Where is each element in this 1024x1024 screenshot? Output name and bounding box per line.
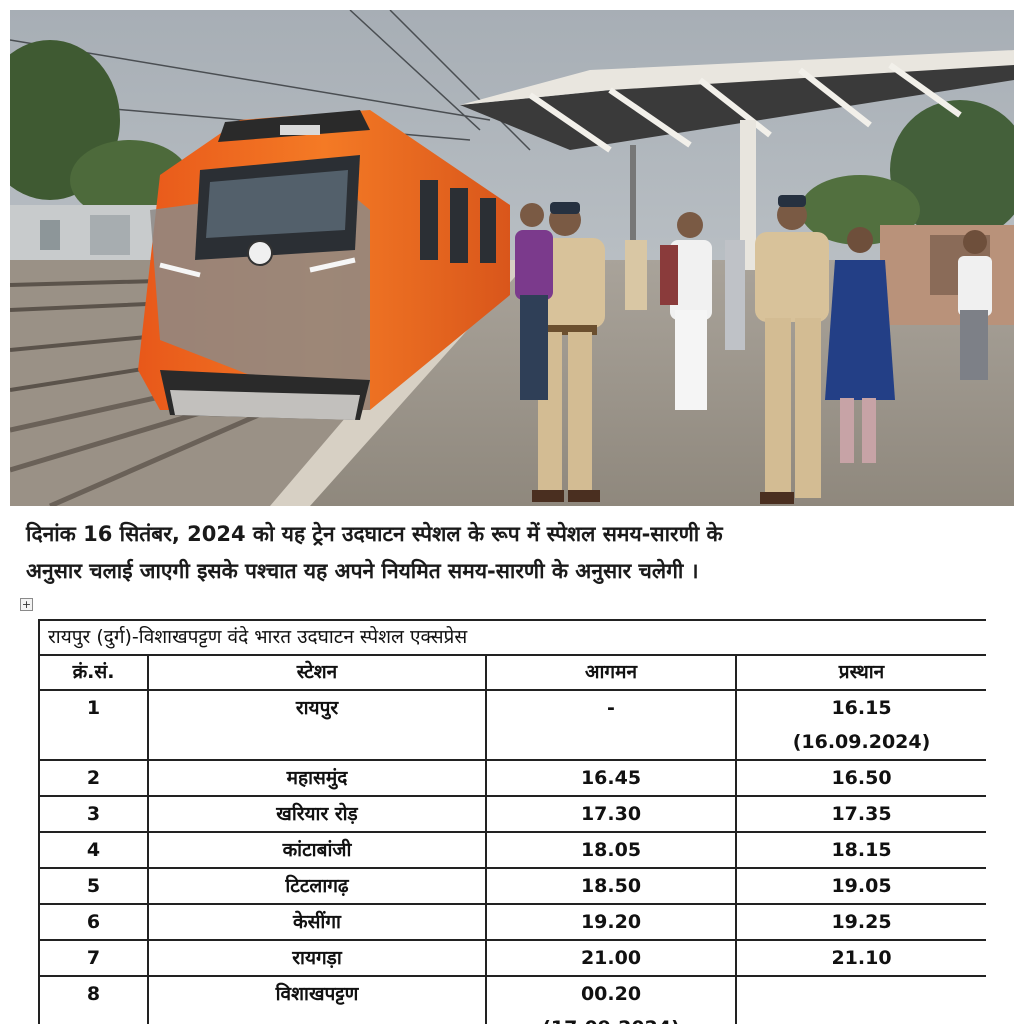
cell-departure: 16.15 (16.09.2024): [734, 689, 986, 761]
table-row: 4 कांटाबांजी 18.05 18.15: [38, 831, 986, 869]
table-row: 3 खरियार रोड़ 17.30 17.35: [38, 795, 986, 833]
cell-sno: 1: [38, 689, 149, 761]
arrival-time: 00.20: [580, 983, 642, 1005]
notice-line-2: अनुसार चलाई जाएगी इसके पश्चात यह अपने नि…: [26, 559, 699, 583]
cell-station: रायगड़ा: [147, 939, 487, 977]
cell-sno: 3: [38, 795, 149, 833]
arrival-time: -: [607, 697, 615, 719]
cell-sno: 6: [38, 903, 149, 941]
train-photo-illustration: [10, 10, 1014, 506]
cell-sno: 5: [38, 867, 149, 905]
cell-arrival: 18.50: [485, 867, 737, 905]
train-photo: [10, 10, 1014, 506]
cell-station: विशाखपट्टण: [147, 975, 487, 1024]
table-row: 7 रायगड़ा 21.00 21.10: [38, 939, 986, 977]
cell-arrival: 16.45: [485, 759, 737, 797]
table-move-handle-icon[interactable]: +: [20, 598, 33, 611]
table-row: 6 केसींगा 19.20 19.25: [38, 903, 986, 941]
cell-departure: 18.15: [734, 831, 986, 869]
table-row: 5 टिटलागढ़ 18.50 19.05: [38, 867, 986, 905]
cell-departure: 21.10: [734, 939, 986, 977]
cell-station: टिटलागढ़: [147, 867, 487, 905]
cell-departure: 17.35: [734, 795, 986, 833]
header-departure: प्रस्थान: [734, 654, 986, 691]
cell-station: महासमुंद: [147, 759, 487, 797]
cell-arrival: 19.20: [485, 903, 737, 941]
table-header-row: क्रं.सं. स्टेशन आगमन प्रस्थान: [38, 654, 986, 691]
header-station: स्टेशन: [147, 654, 487, 691]
cell-sno: 2: [38, 759, 149, 797]
timetable-title: रायपुर (दुर्ग)-विशाखपट्टण वंदे भारत उदघा…: [38, 619, 986, 656]
cell-departure: 19.05: [734, 867, 986, 905]
cell-sno: 8: [38, 975, 149, 1024]
cell-station: केसींगा: [147, 903, 487, 941]
cell-departure: [734, 975, 986, 1024]
cell-arrival: 17.30: [485, 795, 737, 833]
notice-text: दिनांक 16 सितंबर, 2024 को यह ट्रेन उदघाट…: [26, 516, 1006, 590]
notice-line-1: दिनांक 16 सितंबर, 2024 को यह ट्रेन उदघाट…: [26, 522, 723, 546]
cell-sno: 4: [38, 831, 149, 869]
timetable-table: रायपुर (दुर्ग)-विशाखपट्टण वंदे भारत उदघा…: [38, 619, 986, 1024]
table-row: 2 महासमुंद 16.45 16.50: [38, 759, 986, 797]
timetable: रायपुर (दुर्ग)-विशाखपट्टण वंदे भारत उदघा…: [38, 619, 986, 1024]
cell-sno: 7: [38, 939, 149, 977]
cell-station: कांटाबांजी: [147, 831, 487, 869]
table-row: 1 रायपुर - 16.15 (16.09.2024): [38, 689, 986, 761]
cell-station: रायपुर: [147, 689, 487, 761]
header-sno: क्रं.सं.: [38, 654, 149, 691]
table-row: 8 विशाखपट्टण 00.20 (17.09.2024): [38, 975, 986, 1024]
cell-arrival: 21.00: [485, 939, 737, 977]
header-arrival: आगमन: [485, 654, 737, 691]
departure-date: (16.09.2024): [792, 731, 931, 753]
cell-station: खरियार रोड़: [147, 795, 487, 833]
departure-time: 16.15: [831, 697, 892, 719]
arrival-date: (17.09.2024): [487, 1011, 735, 1024]
cell-arrival: -: [485, 689, 737, 761]
cell-departure: 16.50: [734, 759, 986, 797]
cell-arrival: 18.05: [485, 831, 737, 869]
cell-departure: 19.25: [734, 903, 986, 941]
cell-arrival: 00.20 (17.09.2024): [485, 975, 737, 1024]
